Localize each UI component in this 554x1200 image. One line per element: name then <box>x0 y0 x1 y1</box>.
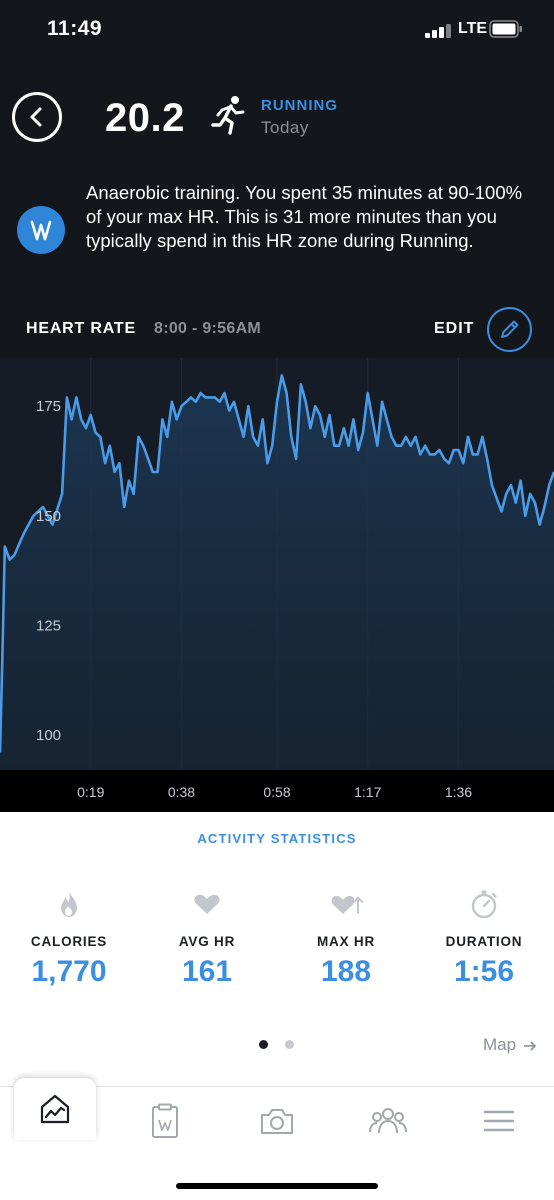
status-time: 11:49 <box>47 17 103 40</box>
x-tick-label: 0:38 <box>168 784 195 800</box>
flame-icon <box>61 891 77 917</box>
running-icon <box>211 96 245 135</box>
bottom-tab-bar <box>0 1078 554 1200</box>
y-tick-label: 100 <box>36 727 61 744</box>
clipboard-icon <box>152 1103 178 1138</box>
edit-label[interactable]: EDIT <box>434 320 475 337</box>
tab-journal[interactable] <box>110 1087 220 1155</box>
page-dot-active[interactable] <box>259 1040 268 1049</box>
heart-icon <box>194 894 220 914</box>
stat-avg-hr: AVG HR 161 <box>142 888 272 989</box>
stat-calories: CALORIES 1,770 <box>4 888 134 989</box>
page-dot[interactable] <box>285 1040 294 1049</box>
chevron-left-icon <box>30 107 42 127</box>
tab-community[interactable] <box>333 1087 443 1155</box>
heart-rate-area <box>0 375 554 770</box>
cellular-signal-icon <box>425 22 452 38</box>
camera-icon <box>261 1109 293 1134</box>
training-insight-text: Anaerobic training. You spent 35 minutes… <box>86 182 523 251</box>
stat-value: 1:56 <box>453 955 515 988</box>
x-tick-label: 0:19 <box>77 784 104 800</box>
menu-icon <box>483 1110 515 1132</box>
stat-max-hr: MAX HR 188 <box>281 888 411 989</box>
stat-label: AVG HR <box>178 934 236 949</box>
stopwatch-icon <box>471 890 497 919</box>
heart-rate-time-range: 8:00 - 9:56AM <box>154 320 262 337</box>
arrow-right-icon <box>523 1040 536 1051</box>
stat-label: MAX HR <box>316 934 376 949</box>
edit-button[interactable] <box>487 307 532 352</box>
activity-score: 20.2 <box>105 96 185 140</box>
activity-statistics-title: ACTIVITY STATISTICS <box>197 831 357 846</box>
tab-camera[interactable] <box>222 1087 332 1155</box>
home-indicator <box>176 1183 378 1189</box>
activity-type: RUNNING <box>261 97 338 114</box>
status-bar: 11:49 LTE <box>0 0 554 60</box>
stat-label: CALORIES <box>30 934 108 949</box>
whoop-logo-icon <box>17 206 65 254</box>
heart-rate-chart[interactable]: 100 125 150 175 0:19 0:38 0:58 1:17 1:36 <box>0 358 554 812</box>
battery-icon <box>489 20 522 38</box>
x-axis-band <box>0 770 554 812</box>
stat-value: 161 <box>181 955 233 988</box>
heart-rate-title: HEART RATE <box>26 320 136 337</box>
y-tick-label: 150 <box>36 508 61 525</box>
stat-label: DURATION <box>445 934 523 949</box>
heart-up-icon <box>331 895 363 914</box>
stat-value: 188 <box>320 955 372 988</box>
pencil-icon <box>501 320 519 338</box>
y-tick-label: 175 <box>36 398 61 415</box>
people-icon <box>369 1108 407 1134</box>
activity-date: Today <box>261 118 309 137</box>
back-button[interactable] <box>12 92 62 142</box>
x-tick-label: 1:17 <box>354 784 381 800</box>
page-indicator[interactable] <box>259 1040 299 1050</box>
y-tick-label: 125 <box>36 617 61 634</box>
map-link[interactable]: Map <box>483 1035 537 1055</box>
stat-value: 1,770 <box>31 955 107 988</box>
tab-menu[interactable] <box>444 1087 554 1155</box>
home-chart-icon <box>40 1094 70 1124</box>
stat-duration: DURATION 1:56 <box>419 888 549 989</box>
heart-rate-line <box>0 374 554 753</box>
tab-home[interactable] <box>14 1078 96 1140</box>
network-type: LTE <box>458 20 488 37</box>
map-link-label: Map <box>483 1035 517 1054</box>
x-tick-label: 1:36 <box>445 784 472 800</box>
x-tick-label: 0:58 <box>263 784 290 800</box>
